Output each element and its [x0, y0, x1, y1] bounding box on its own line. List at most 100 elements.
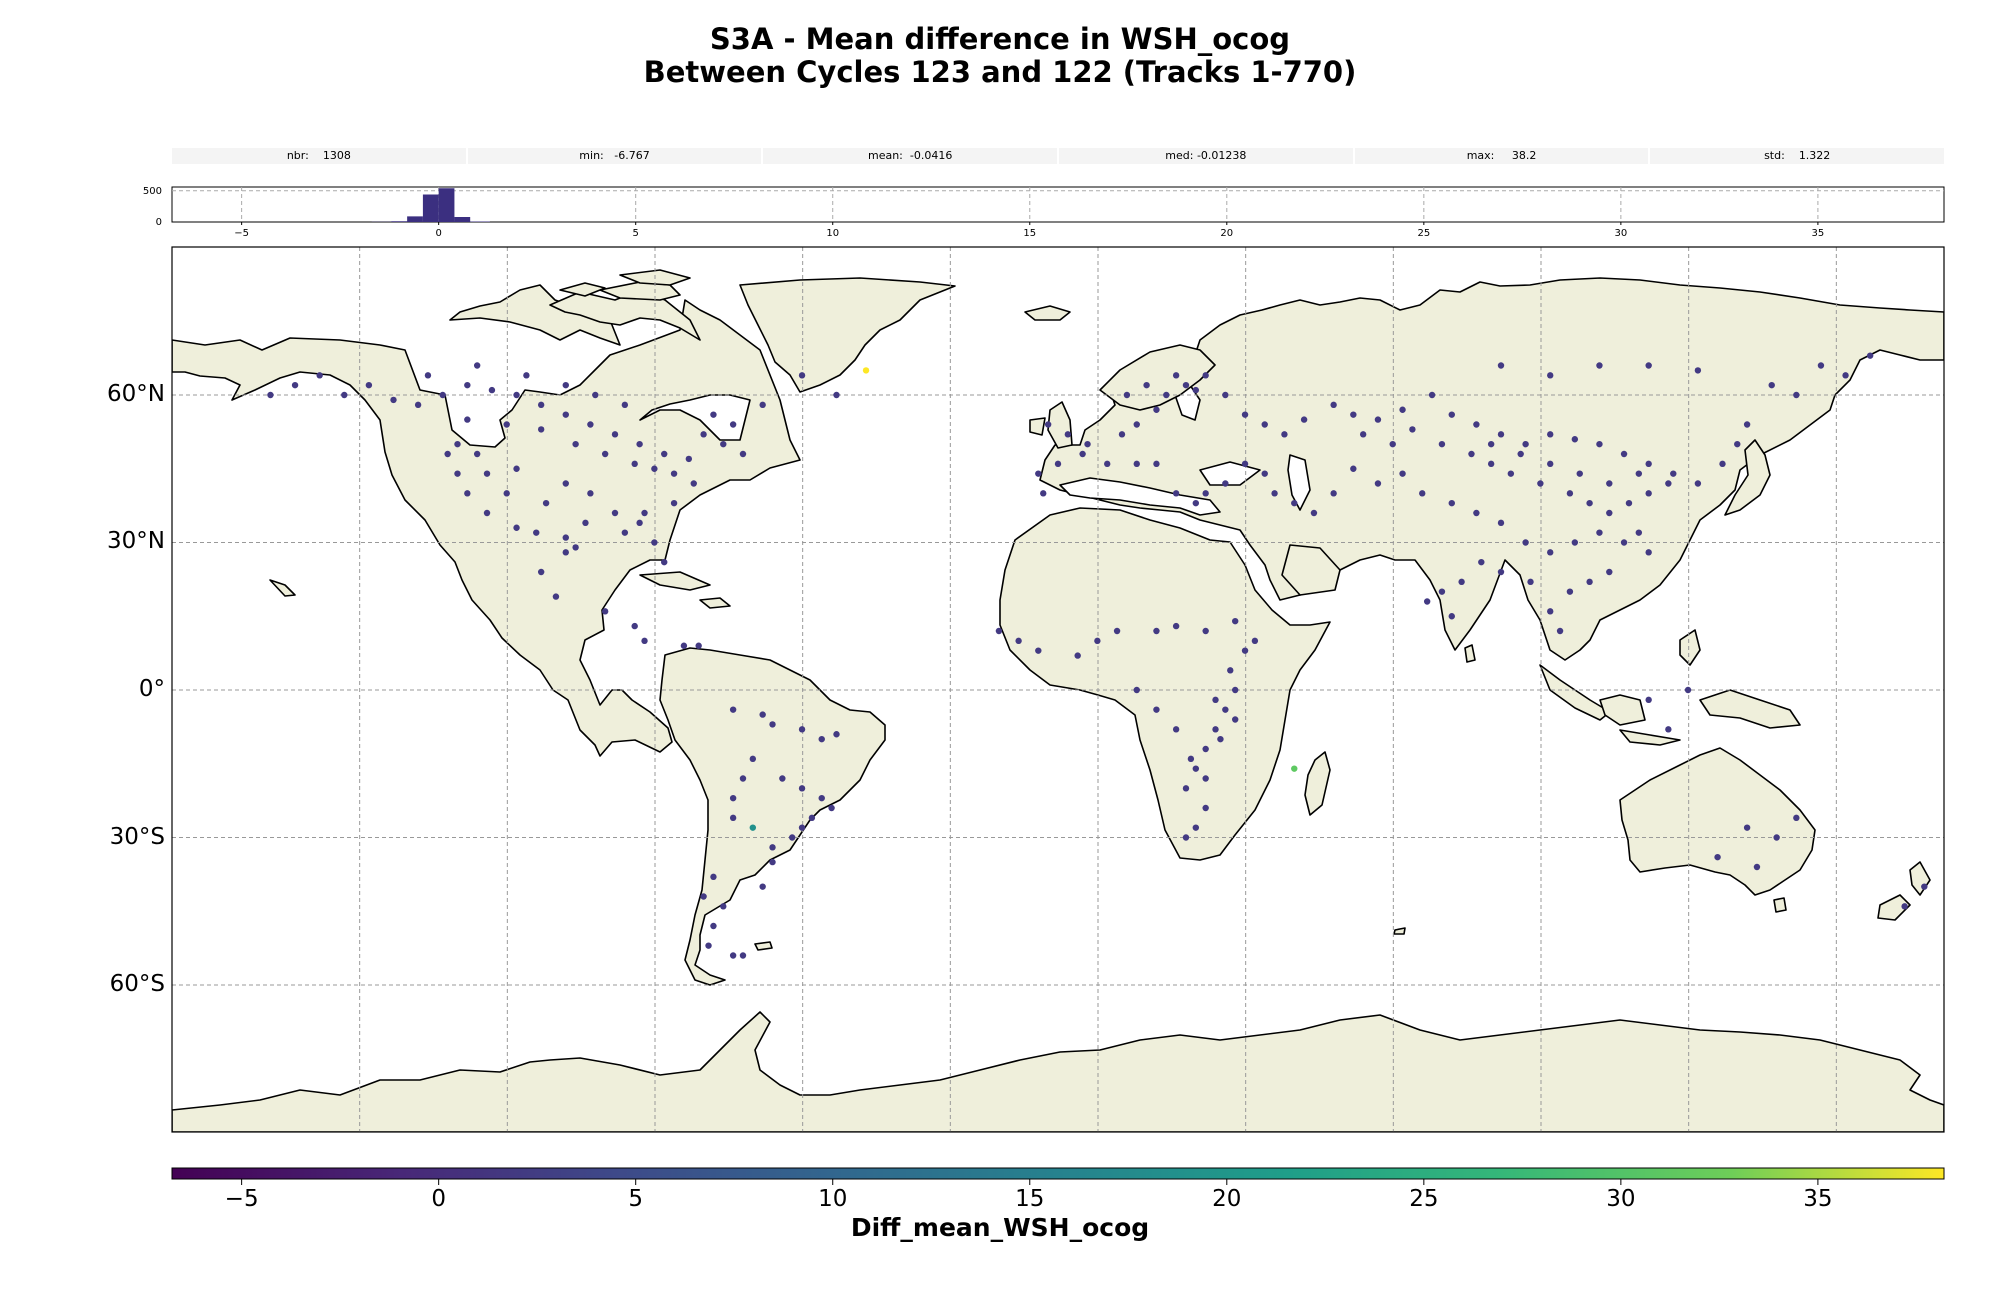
data-point	[621, 529, 629, 536]
data-point	[1251, 637, 1259, 645]
data-point	[1487, 460, 1495, 468]
data-point	[1537, 480, 1544, 487]
data-point	[710, 411, 717, 418]
data-point	[1153, 706, 1160, 713]
data-point	[661, 558, 668, 566]
colorbar-tick-label: 20	[1212, 1186, 1241, 1212]
colorbar	[171, 1167, 1945, 1180]
data-point	[636, 519, 643, 527]
data-point	[1606, 568, 1613, 576]
colorbar-tick-label: −5	[225, 1186, 259, 1212]
data-point	[759, 711, 766, 718]
data-point	[503, 490, 510, 497]
data-point	[1202, 627, 1209, 635]
histogram-y-tick-0: 0	[156, 217, 162, 228]
data-point	[1423, 598, 1431, 605]
stat-nbr: nbr: 1308	[172, 148, 466, 164]
data-point	[483, 509, 491, 517]
data-point	[1192, 386, 1200, 394]
data-point	[1547, 608, 1554, 615]
data-point	[464, 490, 471, 497]
data-point	[1448, 411, 1455, 418]
data-point	[759, 883, 766, 890]
colorbar-tick-label: 25	[1409, 1186, 1438, 1212]
data-point	[1497, 519, 1505, 527]
data-point	[1133, 460, 1140, 468]
data-point	[1123, 391, 1131, 399]
data-point	[833, 731, 840, 738]
data-point	[1645, 696, 1652, 704]
data-point	[1202, 490, 1209, 497]
data-point	[1547, 431, 1554, 438]
data-point	[1566, 490, 1574, 497]
data-point	[1901, 903, 1908, 910]
data-point	[1793, 391, 1800, 399]
data-point	[995, 627, 1003, 635]
histogram-x-tick-label: −5	[234, 228, 249, 239]
continent-australia	[1619, 747, 1816, 896]
data-point	[1133, 686, 1140, 694]
data-point	[1571, 436, 1579, 443]
colorbar-tick-label: 15	[1015, 1186, 1044, 1212]
data-point	[1576, 470, 1583, 477]
data-point	[769, 721, 776, 728]
data-point	[1232, 686, 1239, 694]
data-point	[1202, 372, 1209, 379]
data-point	[621, 401, 629, 409]
data-point	[1684, 686, 1692, 694]
data-point	[1556, 627, 1564, 635]
data-point	[1074, 652, 1081, 659]
data-point	[1571, 539, 1579, 546]
data-point	[513, 524, 520, 531]
data-point	[685, 455, 693, 463]
data-point	[1694, 367, 1702, 374]
data-point	[562, 381, 569, 389]
histogram-x-tick-label: 0	[435, 228, 441, 239]
data-point	[749, 755, 757, 763]
data-point	[1620, 539, 1628, 546]
data-point	[1448, 499, 1455, 507]
data-point	[1192, 499, 1200, 507]
data-point	[464, 381, 471, 389]
data-point	[710, 922, 717, 930]
data-point	[1665, 726, 1672, 733]
data-point	[1694, 480, 1702, 487]
lat-label-30s: 30°S	[110, 824, 165, 850]
data-point	[1182, 834, 1190, 841]
data-point	[695, 642, 702, 649]
histogram-x-tick-label: 10	[826, 228, 839, 239]
data-point	[729, 421, 737, 428]
data-point	[1547, 460, 1554, 468]
data-point	[1064, 431, 1072, 438]
data-point	[739, 952, 747, 959]
data-point	[1522, 440, 1529, 448]
data-point	[1044, 421, 1052, 428]
data-point	[533, 529, 540, 536]
data-point	[1300, 416, 1308, 423]
data-point	[513, 465, 520, 472]
data-point	[552, 593, 560, 600]
colorbar-tick-label: 35	[1803, 1186, 1832, 1212]
data-point	[1842, 372, 1849, 379]
data-point	[1079, 450, 1086, 458]
data-point	[523, 372, 530, 379]
lat-label-30n: 30°N	[107, 528, 165, 554]
data-point	[1153, 406, 1160, 413]
data-point	[710, 873, 717, 881]
data-point	[1227, 667, 1234, 674]
highlight-data-point	[1291, 765, 1298, 772]
data-point	[1419, 490, 1426, 497]
data-point	[1743, 824, 1751, 831]
colorbar-label: Diff_mean_WSH_ocog	[850, 1213, 1150, 1242]
data-point	[1232, 716, 1239, 723]
lat-label-60s: 60°S	[110, 971, 165, 997]
data-point	[503, 421, 510, 428]
data-point	[365, 381, 373, 389]
data-point	[1635, 470, 1643, 477]
data-point	[1507, 470, 1515, 477]
data-point	[1182, 785, 1190, 792]
data-point	[1753, 863, 1761, 871]
data-point	[454, 470, 461, 477]
histogram-bar	[422, 194, 439, 222]
data-point	[1714, 853, 1721, 861]
